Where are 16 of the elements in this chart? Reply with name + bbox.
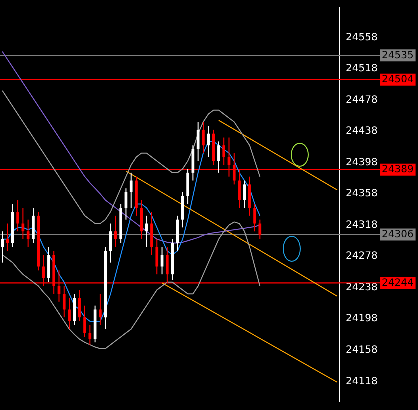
- y-tick-label: 24438: [346, 126, 378, 138]
- y-tick-label: 24358: [346, 188, 378, 200]
- ref-line-label: 24306: [382, 229, 414, 240]
- ref-line-label: 24244: [382, 278, 414, 289]
- y-tick-label: 24318: [346, 220, 378, 231]
- y-tick-label: 24398: [346, 157, 378, 168]
- y-tick-label: 24118: [346, 376, 378, 388]
- ref-line-label: 24389: [382, 164, 414, 176]
- ref-line-label: 24535: [382, 50, 414, 62]
- y-tick-label: 24478: [346, 94, 378, 106]
- y-tick-label: 24518: [346, 64, 378, 75]
- ref-line-label: 24504: [382, 74, 414, 86]
- y-tick-label: 24198: [346, 314, 378, 325]
- y-tick-label: 24558: [346, 32, 378, 44]
- y-tick-label: 24278: [346, 251, 378, 262]
- y-tick-label: 24158: [346, 345, 378, 356]
